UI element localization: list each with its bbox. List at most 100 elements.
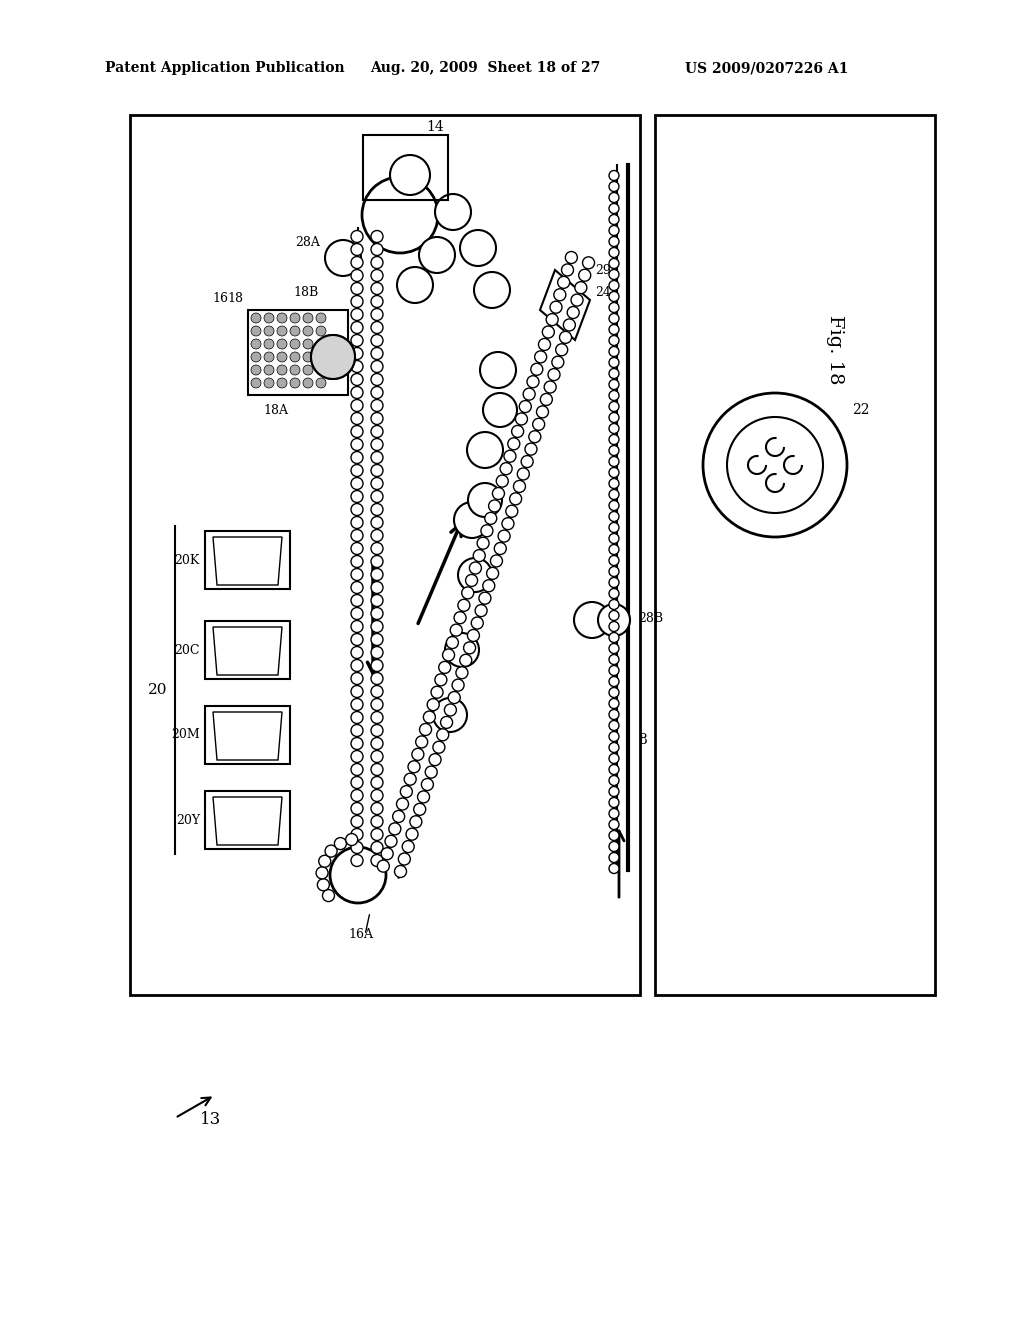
Circle shape <box>351 231 362 243</box>
Circle shape <box>371 711 383 723</box>
Circle shape <box>351 322 362 334</box>
Circle shape <box>537 405 549 418</box>
Circle shape <box>609 688 618 697</box>
Circle shape <box>351 854 362 866</box>
Circle shape <box>477 537 489 549</box>
Circle shape <box>609 391 618 400</box>
Circle shape <box>390 154 430 195</box>
Circle shape <box>609 764 618 775</box>
Circle shape <box>371 789 383 801</box>
Circle shape <box>513 480 525 492</box>
Circle shape <box>351 711 362 723</box>
Circle shape <box>609 853 618 862</box>
Circle shape <box>351 282 362 294</box>
Circle shape <box>609 622 618 631</box>
Circle shape <box>351 503 362 516</box>
Circle shape <box>539 338 551 351</box>
Circle shape <box>351 412 362 425</box>
Text: 20C: 20C <box>174 644 200 656</box>
Circle shape <box>519 400 531 413</box>
Circle shape <box>427 698 439 710</box>
Circle shape <box>404 774 416 785</box>
Circle shape <box>264 366 274 375</box>
Circle shape <box>346 833 357 846</box>
Circle shape <box>371 738 383 750</box>
Circle shape <box>316 867 328 879</box>
Circle shape <box>351 672 362 685</box>
Circle shape <box>418 791 429 803</box>
Circle shape <box>351 803 362 814</box>
Circle shape <box>456 667 468 678</box>
Circle shape <box>541 393 552 405</box>
Circle shape <box>362 177 438 253</box>
Circle shape <box>323 890 335 902</box>
Circle shape <box>397 267 433 304</box>
Circle shape <box>609 511 618 521</box>
Circle shape <box>351 465 362 477</box>
Circle shape <box>609 490 618 499</box>
Circle shape <box>371 660 383 672</box>
Circle shape <box>407 828 418 841</box>
Circle shape <box>351 660 362 672</box>
Circle shape <box>371 256 383 268</box>
Circle shape <box>435 673 446 686</box>
Circle shape <box>330 847 386 903</box>
Circle shape <box>351 360 362 372</box>
Circle shape <box>371 582 383 594</box>
Circle shape <box>445 634 479 667</box>
Circle shape <box>385 836 397 847</box>
Circle shape <box>371 465 383 477</box>
Circle shape <box>371 634 383 645</box>
Circle shape <box>419 238 455 273</box>
Circle shape <box>402 841 414 853</box>
Text: 8: 8 <box>638 733 647 747</box>
Circle shape <box>609 776 618 785</box>
Circle shape <box>609 170 618 181</box>
Text: US 2009/0207226 A1: US 2009/0207226 A1 <box>685 61 848 75</box>
Circle shape <box>609 842 618 851</box>
Circle shape <box>609 533 618 544</box>
Circle shape <box>609 566 618 577</box>
Circle shape <box>498 531 510 543</box>
Circle shape <box>351 634 362 645</box>
Circle shape <box>609 358 618 367</box>
Circle shape <box>371 556 383 568</box>
Circle shape <box>523 388 536 400</box>
Circle shape <box>325 845 337 857</box>
Circle shape <box>371 491 383 503</box>
Circle shape <box>371 672 383 685</box>
Circle shape <box>609 710 618 719</box>
Circle shape <box>251 352 261 362</box>
Circle shape <box>559 331 571 343</box>
Circle shape <box>609 335 618 346</box>
Circle shape <box>371 478 383 490</box>
Circle shape <box>416 737 428 748</box>
Circle shape <box>609 599 618 610</box>
Circle shape <box>351 425 362 437</box>
Circle shape <box>278 352 287 362</box>
Circle shape <box>429 754 441 766</box>
Circle shape <box>264 313 274 323</box>
Circle shape <box>371 503 383 516</box>
Text: 28B: 28B <box>638 611 664 624</box>
Circle shape <box>508 438 520 450</box>
Circle shape <box>609 181 618 191</box>
Circle shape <box>469 562 481 574</box>
Circle shape <box>303 326 313 337</box>
Circle shape <box>609 281 618 290</box>
Circle shape <box>351 751 362 763</box>
Circle shape <box>425 766 437 777</box>
Circle shape <box>727 417 823 513</box>
Bar <box>205 620 290 678</box>
Circle shape <box>351 543 362 554</box>
Circle shape <box>371 243 383 256</box>
Circle shape <box>517 469 529 480</box>
Circle shape <box>571 294 583 306</box>
Circle shape <box>389 822 400 834</box>
Circle shape <box>303 339 313 348</box>
Circle shape <box>462 587 474 599</box>
Circle shape <box>351 620 362 632</box>
Circle shape <box>609 797 618 808</box>
Circle shape <box>351 569 362 581</box>
Circle shape <box>546 314 558 326</box>
